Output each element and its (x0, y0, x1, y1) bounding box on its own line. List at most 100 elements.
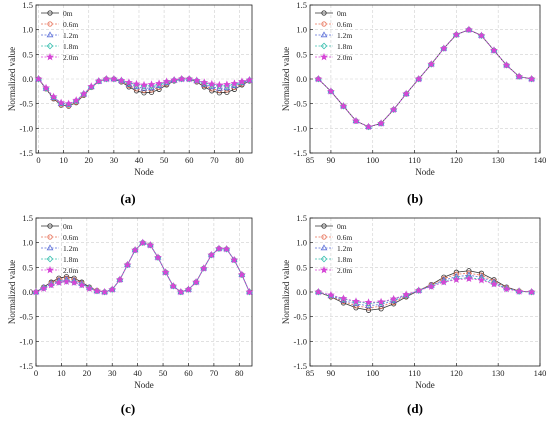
data-point-1.8m (85, 284, 93, 292)
y-tick-label: 0.0 (22, 287, 33, 297)
data-point-0m (141, 90, 147, 96)
data-point-2.0m (138, 238, 147, 246)
x-tick-label: 120 (450, 155, 463, 165)
data-point-1.8m (478, 275, 485, 283)
legend-label: 1.2m (337, 244, 352, 253)
y-tick-label: 1.0 (22, 25, 33, 35)
x-tick-label: 0 (36, 155, 40, 165)
data-point-2.0m (161, 268, 170, 276)
data-point-2.0m (490, 280, 498, 288)
legend-marker (47, 21, 53, 27)
data-point-2.0m (439, 44, 448, 52)
legend-marker (47, 10, 53, 16)
series-line-1.2m (318, 274, 532, 307)
data-point-2.0m (515, 287, 523, 295)
legend-label: 1.8m (337, 255, 352, 264)
data-point-2.0m (87, 82, 96, 90)
y-tick-label: 0.0 (22, 74, 33, 84)
y-tick-label: 1.5 (296, 213, 307, 223)
data-point-2.0m (414, 286, 423, 294)
x-tick-label: 20 (84, 155, 93, 165)
legend-marker (320, 42, 328, 50)
data-point-2.0m (402, 89, 411, 98)
legend-marker (47, 234, 53, 240)
legend-marker (320, 244, 328, 251)
data-point-2.0m (402, 290, 411, 298)
panel-caption: (c) (121, 401, 135, 416)
legend-marker (46, 42, 54, 50)
data-point-2.0m (352, 297, 360, 305)
data-point-2.0m (117, 76, 126, 84)
data-point-2.0m (34, 74, 43, 83)
data-point-2.0m (222, 244, 231, 253)
y-tick-label: 0.5 (22, 49, 33, 59)
legend-label: 0.6m (63, 233, 78, 242)
x-tick-label: 140 (534, 155, 547, 165)
data-point-1.8m (148, 82, 155, 90)
y-tick-label: 1.0 (296, 238, 307, 248)
legend-marker (320, 31, 328, 38)
x-axis-label: Node (415, 167, 435, 177)
x-tick-label: 10 (57, 368, 66, 378)
data-point-2.0m (314, 287, 323, 296)
legend-label: 0m (63, 222, 73, 231)
y-tick-label: -1.0 (20, 123, 33, 133)
panel-a-chart: 0 10 20 30 40 50 60 70 80 -1.5 -1.0 -0.5 0.0 0.5 1.0 1.… (7, 0, 254, 206)
data-point-1.8m (40, 284, 47, 292)
data-point-2.0m (132, 79, 141, 88)
legend-label: 0.6m (337, 233, 352, 242)
data-point-2.0m (199, 264, 208, 272)
x-tick-label: 30 (110, 155, 119, 165)
data-point-2.0m (108, 285, 117, 293)
data-point-0m (126, 84, 132, 90)
data-point-1.8m (70, 278, 78, 286)
y-tick-label: -0.5 (20, 99, 33, 109)
legend-marker (321, 223, 327, 229)
x-tick-label: 90 (327, 368, 336, 378)
legend-label: 1.8m (63, 42, 78, 51)
x-tick-label: 130 (492, 155, 505, 165)
data-point-2.0m (70, 278, 79, 286)
x-tick-label: 20 (83, 368, 92, 378)
x-tick-label: 80 (235, 368, 244, 378)
panel-caption: (b) (407, 191, 423, 206)
data-point-2.0m (200, 78, 209, 86)
legend-marker (320, 255, 328, 263)
data-point-2.0m (184, 285, 193, 293)
x-tick-label: 85 (306, 368, 315, 378)
legend-marker (46, 244, 54, 251)
data-point-2.0m (465, 274, 473, 282)
data-point-2.0m (123, 260, 132, 269)
series-line-1.8m (318, 277, 532, 304)
x-tick-label: 50 (160, 155, 169, 165)
legend-label: 1.2m (63, 244, 78, 253)
data-point-0m (378, 306, 384, 312)
y-tick-label: 1.5 (22, 0, 33, 10)
y-tick-label: 0.5 (296, 262, 307, 272)
data-point-1.8m (465, 274, 473, 282)
data-point-2.0m (477, 31, 486, 39)
data-point-2.0m (515, 72, 523, 80)
legend-label: 0m (337, 9, 347, 18)
data-point-2.0m (192, 76, 201, 84)
data-point-2.0m (177, 74, 186, 83)
data-point-2.0m (39, 284, 48, 292)
data-point-2.0m (207, 79, 216, 88)
x-tick-label: 90 (327, 155, 336, 165)
data-point-2.0m (215, 80, 224, 89)
data-point-2.0m (100, 287, 109, 296)
panel-b-chart: 85 90 100 110 120 130 140 -1.5 -1.0 -0.5 0.0 0.5 1.0… (281, 0, 546, 206)
panel-caption: (d) (407, 401, 423, 416)
data-point-2.0m (131, 245, 139, 254)
legend-label: 2.0m (337, 266, 352, 275)
y-tick-label: 1.5 (296, 0, 307, 10)
data-point-1.8m (427, 282, 435, 290)
data-point-0m (148, 89, 155, 95)
y-tick-label: -0.5 (20, 312, 33, 322)
data-point-2.0m (477, 276, 486, 284)
data-point-0m (224, 89, 230, 95)
y-tick-label: -1.5 (20, 361, 33, 371)
y-tick-label: -0.5 (294, 312, 307, 322)
legend-label: 1.2m (63, 31, 78, 40)
